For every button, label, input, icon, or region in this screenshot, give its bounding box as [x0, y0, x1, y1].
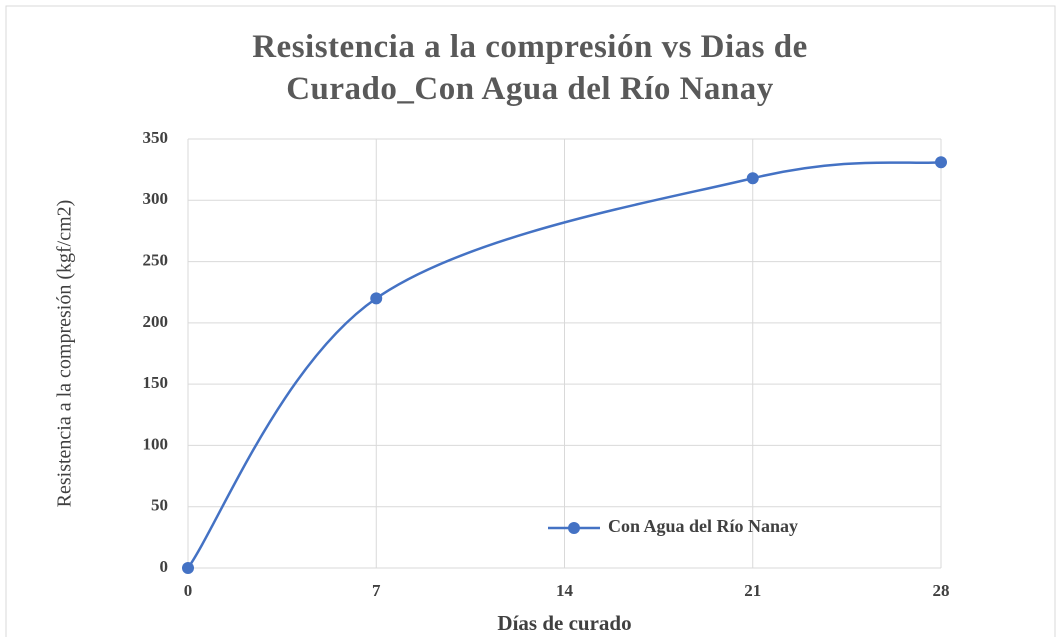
data-point: [935, 156, 947, 169]
data-point: [370, 292, 383, 305]
y-tick-label: 50: [151, 496, 168, 515]
data-point: [182, 562, 194, 574]
y-tick-label: 0: [160, 557, 169, 576]
series-line: [186, 161, 942, 569]
y-tick-label: 300: [143, 189, 169, 208]
y-tick-label: 150: [143, 373, 169, 392]
y-tick-label: 250: [143, 250, 169, 269]
chart-title: Resistencia a la compresión vs Dias de C…: [252, 29, 808, 107]
x-axis-label: Días de curado: [497, 611, 631, 635]
y-tick-label: 200: [143, 312, 169, 331]
y-tick-label: 100: [143, 434, 169, 453]
x-tick-label: 7: [372, 581, 381, 600]
y-axis-label: Resistencia a la compresión (kgf/cm2): [54, 200, 76, 508]
chart-border: [5, 5, 1056, 637]
legend-label: Con Agua del Río Nanay: [608, 516, 798, 536]
x-tick-label: 14: [556, 581, 574, 600]
x-tick-label: 21: [744, 581, 761, 600]
y-tick-label: 350: [143, 128, 169, 147]
legend-marker: [568, 522, 580, 534]
x-tick-label: 28: [933, 581, 950, 600]
data-point: [746, 172, 759, 185]
x-tick-label: 0: [184, 581, 193, 600]
